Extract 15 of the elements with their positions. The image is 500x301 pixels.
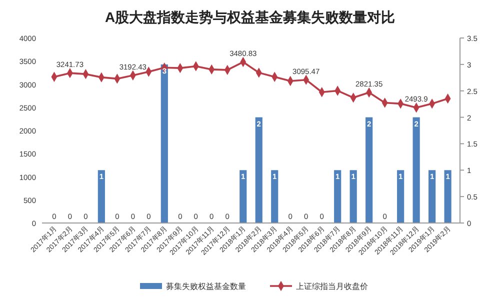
bar xyxy=(412,117,420,223)
bar xyxy=(397,170,404,223)
bar xyxy=(350,170,357,223)
bar xyxy=(240,170,247,223)
bar xyxy=(160,64,168,223)
bar xyxy=(334,170,342,223)
legend-label: 上证综指当月收盘价 xyxy=(296,282,368,291)
chart-title: A股大盘指数走势与权益基金募集失败数量对比 xyxy=(104,9,396,25)
bar xyxy=(428,170,436,223)
bar xyxy=(98,170,105,223)
legend-label: 募集失败权益基金数量 xyxy=(166,282,246,291)
bar xyxy=(255,117,262,223)
bar xyxy=(366,117,373,223)
bar xyxy=(444,170,452,223)
bar xyxy=(271,170,278,223)
